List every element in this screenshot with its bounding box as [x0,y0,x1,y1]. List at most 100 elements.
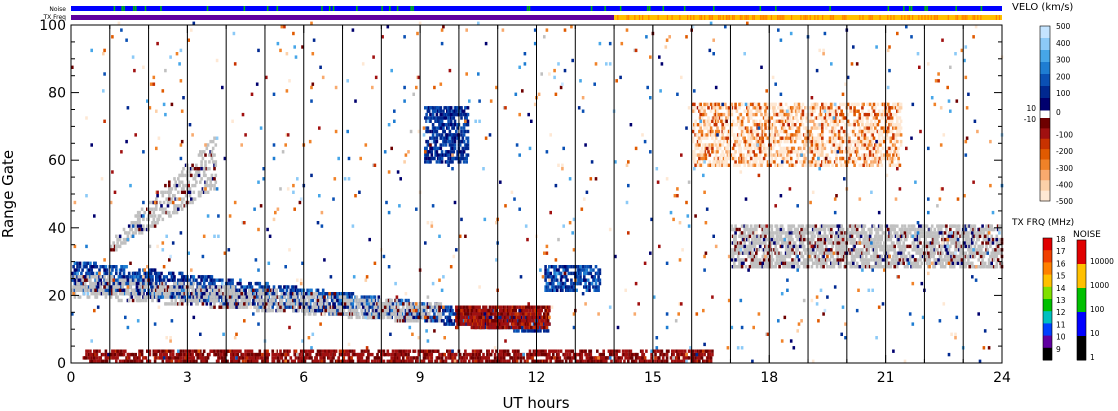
scatter-cell [168,197,171,201]
scatter-cell [438,305,441,309]
scatter-cell [817,261,820,265]
scatter-cell [771,265,775,269]
scatter-cell [378,298,382,303]
scatter-cell [550,356,554,360]
scatter-cell [196,298,199,303]
txfreq-bar-mark [964,15,966,20]
scatter-cell [360,312,364,316]
scatter-cell [259,302,263,306]
scatter-cell [102,359,105,363]
scatter-cell [440,352,444,357]
scatter-cell [275,352,278,357]
noise-bar-mark [160,6,162,11]
scatter-cell [518,315,521,320]
scatter-cell [681,349,684,353]
txfreq-bar-mark [887,15,889,20]
scatter-cell [779,251,783,255]
scatter-cell [155,271,158,276]
txfreq-bar-mark [995,15,997,20]
txfreq-bar-mark [783,15,785,20]
scatter-cell [177,204,180,208]
scatter-cell [610,352,613,357]
scatter-cell [523,329,527,333]
scatter-cell [464,359,467,363]
scatter-cell [676,349,679,353]
scatter-cell [180,271,184,276]
scatter-cell [270,302,273,306]
scatter-cell [323,295,326,299]
scatter-cell [801,254,805,259]
scatter-cell [552,285,555,289]
scatter-cell [138,217,141,222]
scatter-cell [195,278,198,282]
scatter-cell [465,315,468,320]
scatter-cell [488,325,492,330]
scatter-cell [301,349,304,353]
scatter-cell [115,244,118,249]
scatter-cell [201,156,205,161]
scatter-cell [506,312,510,316]
scatter-cell [396,302,400,306]
scatter-cell [312,312,316,316]
scatter-cell [82,261,86,265]
scatter-cell [190,173,193,178]
scatter-cell [95,275,99,279]
scatter-cell [801,231,805,235]
scatter-cell [394,298,397,303]
scatter-cell [417,315,421,320]
scatter-cell [615,352,618,357]
scatter-cell [677,356,680,360]
scatter-cell [205,302,209,306]
scatter-cell [405,315,409,320]
txfreq-bar-mark [957,15,959,20]
scatter-cell [532,359,536,363]
scatter-cell [112,285,115,289]
scatter-cell [815,231,819,235]
scatter-cell [464,349,467,353]
scatter-cell [708,352,712,357]
scatter-cell [373,295,377,299]
scatter-cell [519,359,523,363]
scatter-cell [431,123,435,127]
txfreq-bar-mark [832,15,835,20]
txfreq-bar-mark [648,15,650,20]
scatter-cell [174,187,177,191]
scatter-cell [791,248,794,252]
scatter-cell [188,298,192,303]
txfreq-bar-mark [704,15,706,20]
scatter-cell [436,349,440,353]
scatter-cell [272,359,276,363]
scatter-cell [315,292,318,296]
scatter-cell [142,217,145,222]
scatter-cell [321,349,325,353]
scatter-cell [195,180,198,184]
scatter-cell [152,281,156,286]
scatter-cell [474,305,477,309]
scatter-cell [549,349,552,353]
scatter-cell [316,298,320,303]
scatter-cell [80,285,83,289]
scatter-cell [222,285,225,289]
scatter-cell [786,248,789,252]
scatter-cell [395,349,399,353]
scatter-cell [462,123,466,127]
scatter-cell [201,356,205,360]
scatter-cell [320,298,324,303]
scatter-cell [350,312,353,316]
scatter-cell [469,319,472,323]
scatter-cell [548,305,551,309]
scatter-cell [497,319,501,323]
scatter-cell [528,315,532,320]
scatter-cell [817,254,820,259]
scatter-cell [243,285,246,289]
scatter-cell [305,356,308,360]
scatter-cell [105,268,109,272]
scatter-cell [133,281,136,286]
scatter-cell [208,352,211,357]
scatter-cell [532,325,536,330]
scatter-cell [173,278,176,282]
scatter-cell [293,359,296,363]
txfreq-bar-mark [831,15,833,20]
scatter-cell [592,278,595,282]
scatter-cell [179,359,183,363]
